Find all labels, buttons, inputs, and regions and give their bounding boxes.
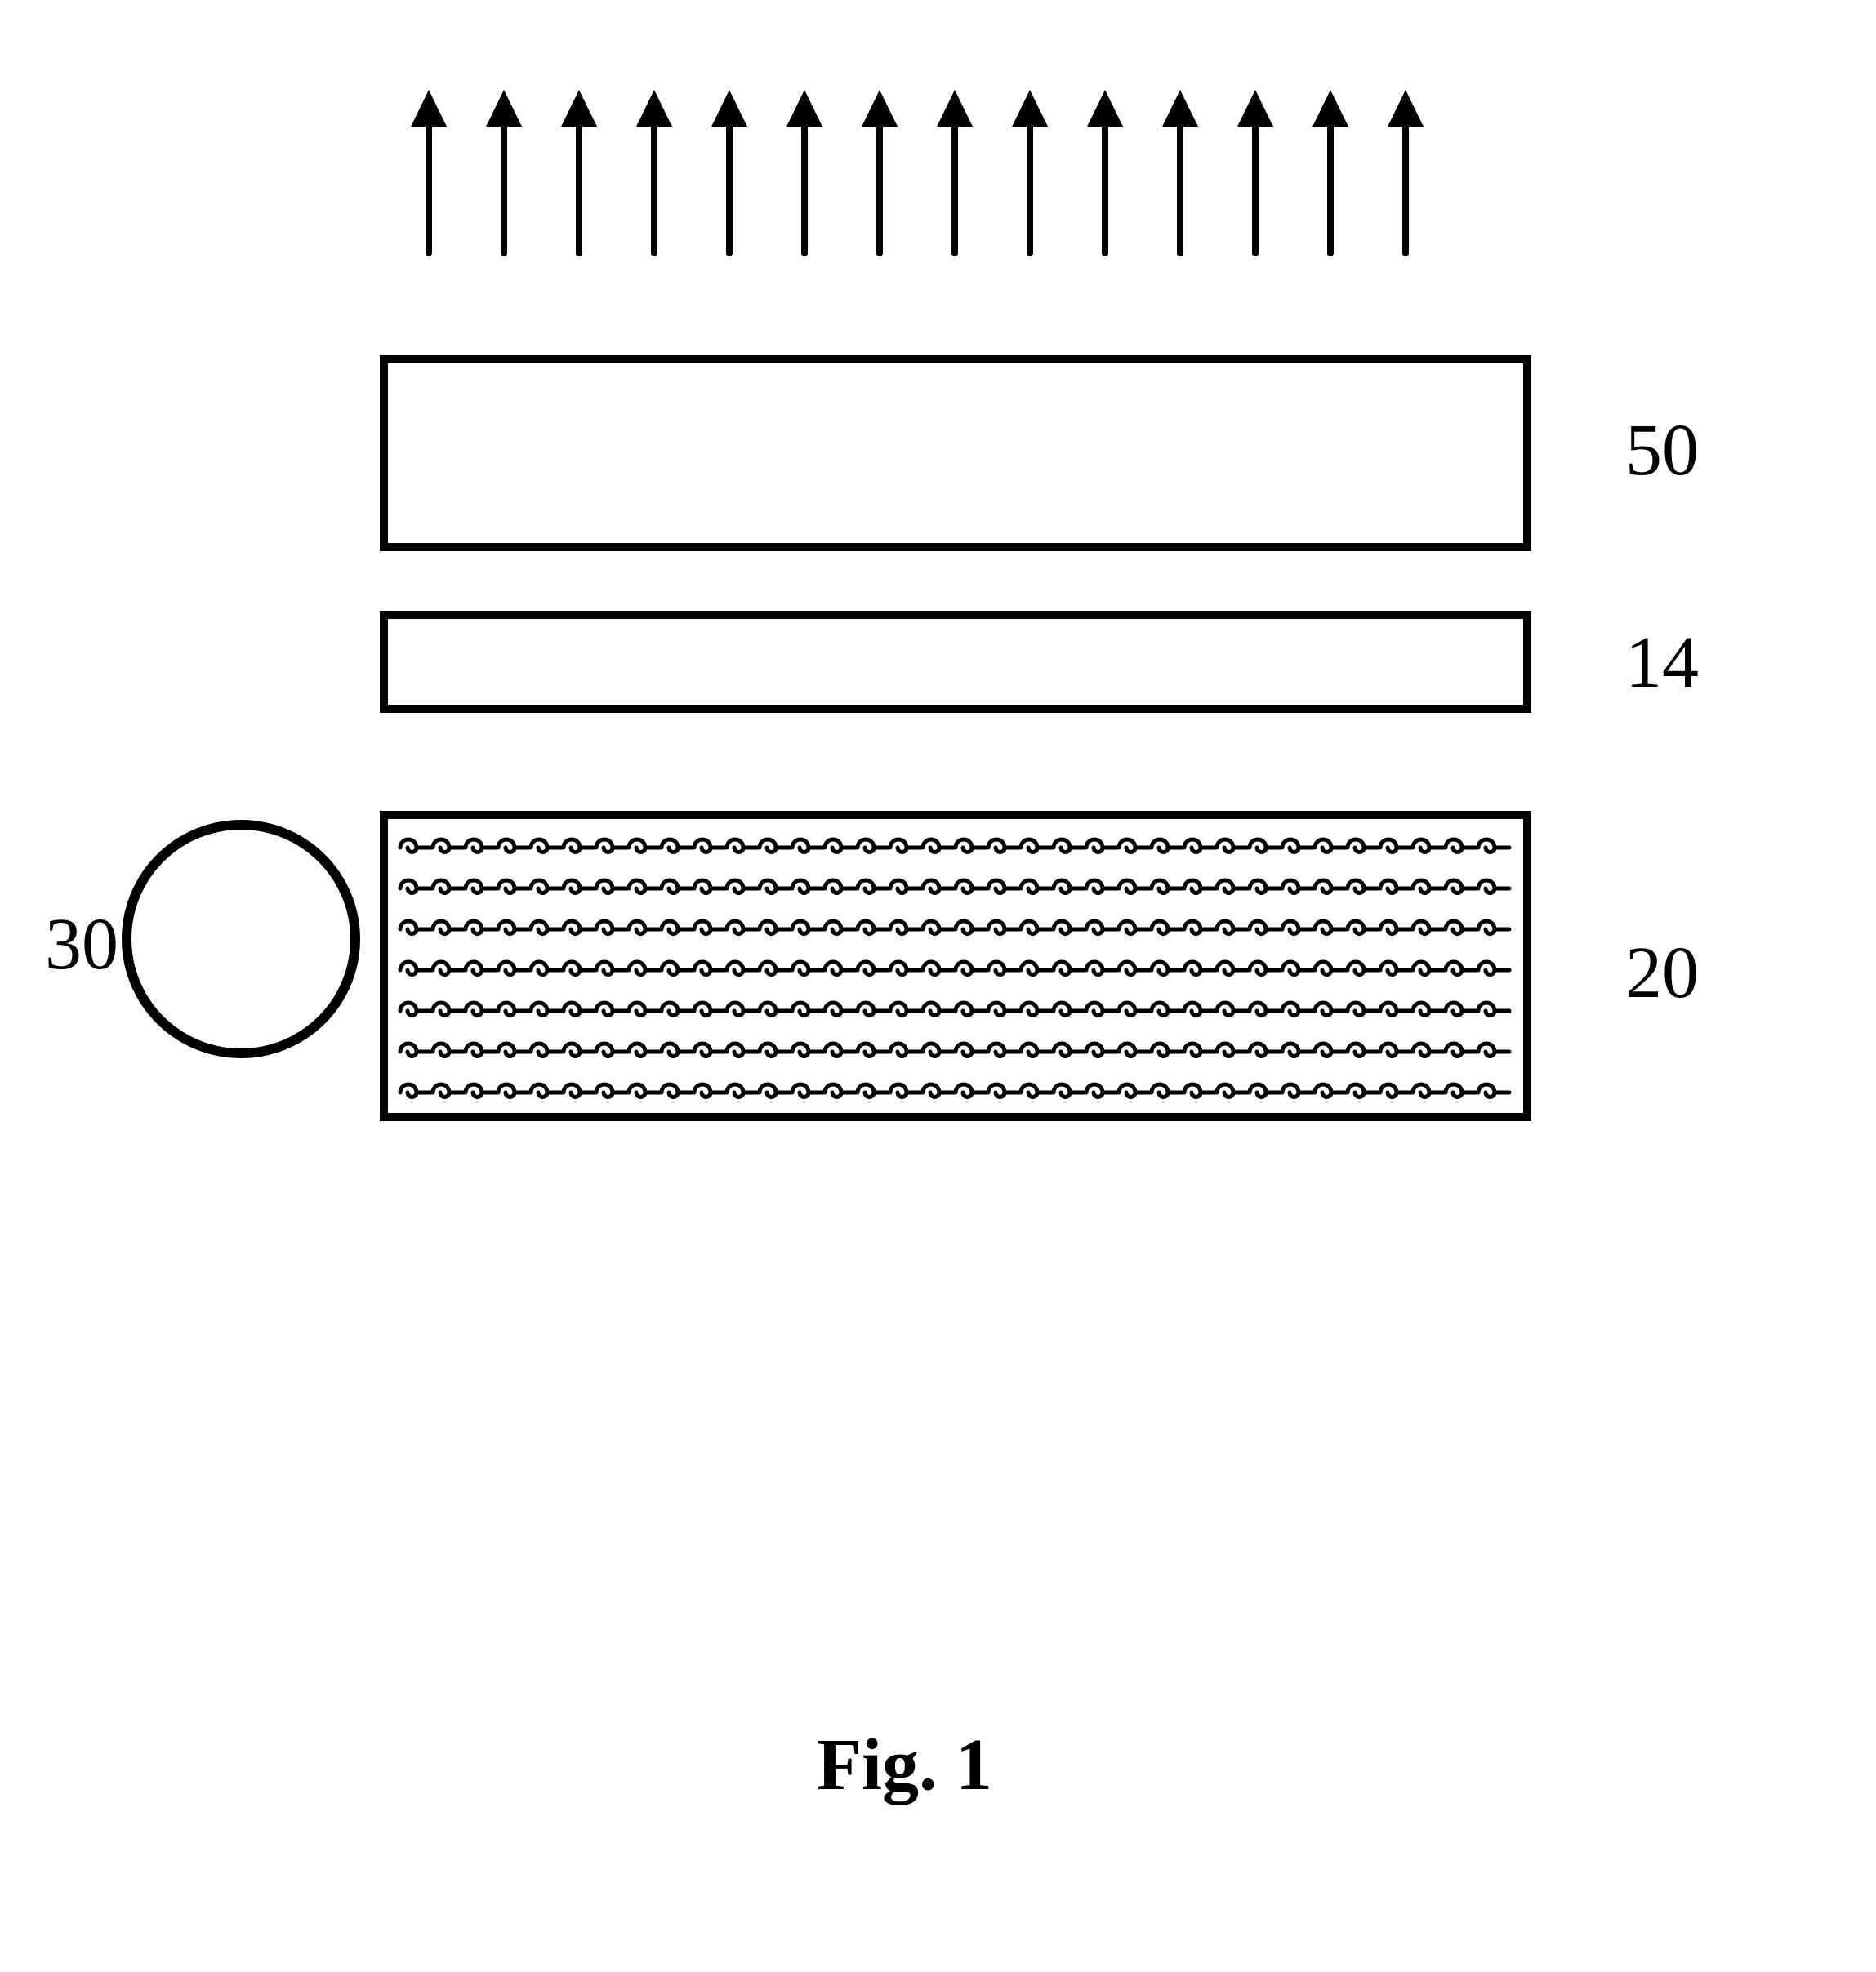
circle-30	[127, 825, 355, 1053]
arrow-head	[1388, 90, 1424, 127]
arrow-head	[1312, 90, 1348, 127]
block-50	[384, 359, 1527, 547]
arrow-head	[1237, 90, 1273, 127]
label-30: 30	[45, 902, 118, 986]
label-20: 20	[1625, 931, 1699, 1015]
block-20	[384, 815, 1527, 1117]
arrow-head	[486, 90, 522, 127]
label-14: 14	[1625, 621, 1699, 705]
figure-caption: Fig. 1	[817, 1723, 992, 1807]
arrow-head	[1012, 90, 1048, 127]
arrow-row	[411, 90, 1424, 253]
arrow-head	[411, 90, 447, 127]
arrow-head	[1087, 90, 1123, 127]
arrow-head	[1162, 90, 1198, 127]
arrow-head	[862, 90, 898, 127]
arrow-head	[561, 90, 597, 127]
figure-svg	[0, 0, 1876, 1972]
block-14	[384, 615, 1527, 709]
arrow-head	[711, 90, 747, 127]
arrow-head	[937, 90, 973, 127]
arrow-head	[786, 90, 822, 127]
arrow-head	[636, 90, 672, 127]
label-50: 50	[1625, 408, 1699, 492]
